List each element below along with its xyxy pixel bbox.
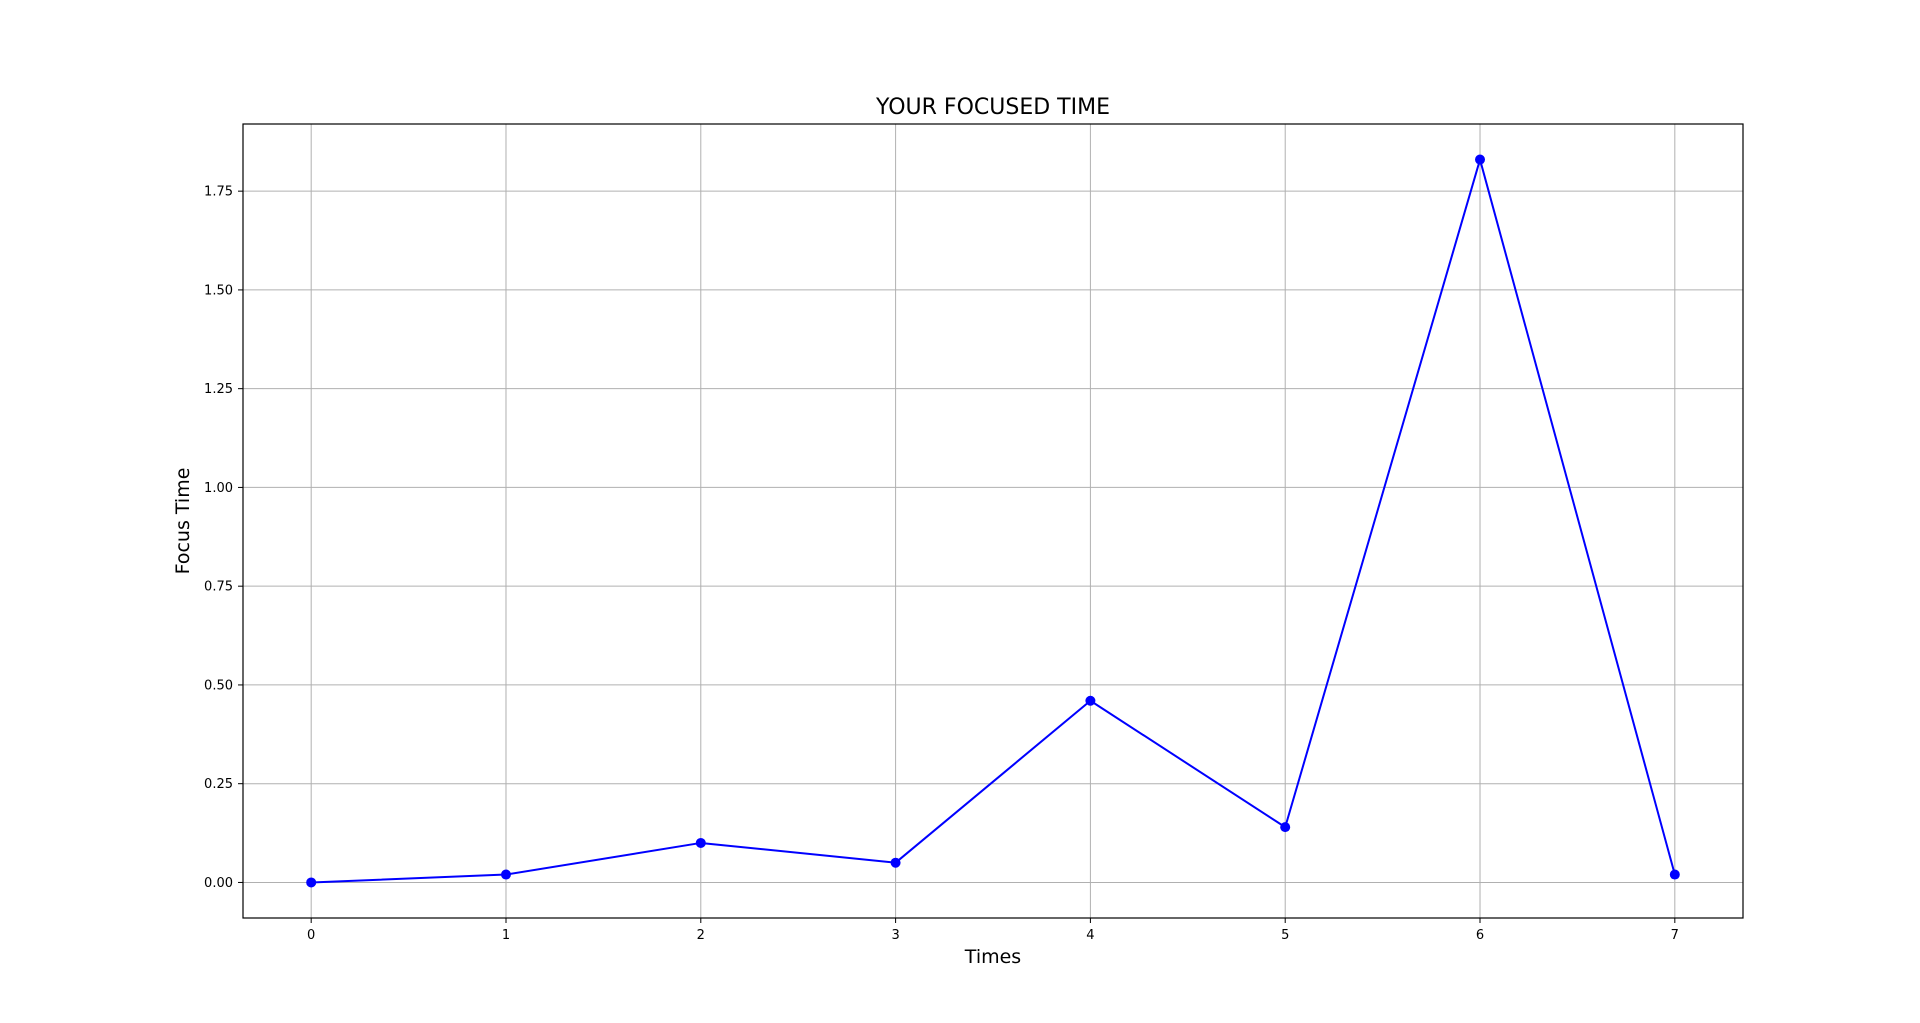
plot-area-frame (242, 123, 1744, 919)
data-point (1085, 695, 1096, 706)
x-axis-label: Times (964, 946, 1021, 968)
series-layer (306, 154, 1680, 888)
data-point (1280, 822, 1291, 833)
x-tick-label: 5 (1281, 928, 1289, 943)
data-point (890, 857, 901, 868)
y-axis-label: Focus Time (172, 468, 194, 575)
y-tick-label: 1.25 (204, 382, 233, 397)
y-tick-label: 0.75 (204, 580, 233, 595)
x-tick-label: 6 (1476, 928, 1484, 943)
y-tick-label: 0.00 (204, 876, 233, 891)
data-point (1475, 154, 1486, 165)
x-tick-label: 1 (502, 928, 510, 943)
tick-marks (238, 190, 1676, 923)
y-tick-label: 0.50 (204, 678, 233, 693)
x-tick-label: 4 (1086, 928, 1094, 943)
y-tick-label: 1.00 (204, 481, 233, 496)
data-point (695, 837, 706, 848)
grid (243, 124, 1743, 918)
data-point (306, 877, 317, 888)
x-tick-label: 0 (307, 928, 315, 943)
y-tick-label: 0.25 (204, 777, 233, 792)
chart-title: YOUR FOCUSED TIME (875, 95, 1110, 120)
data-point (1669, 869, 1680, 880)
data-point (500, 869, 511, 880)
x-tick-label: 3 (891, 928, 899, 943)
tick-labels: 0 1 2 3 4 5 6 7 0.00 0.25 0.50 0.75 1.00 1.25 1.50 1.75 (204, 185, 1679, 943)
x-tick-label: 7 (1671, 928, 1679, 943)
x-tick-label: 2 (697, 928, 705, 943)
series-line (311, 158, 1676, 884)
y-tick-label: 1.75 (204, 185, 233, 200)
y-tick-label: 1.50 (204, 283, 233, 298)
